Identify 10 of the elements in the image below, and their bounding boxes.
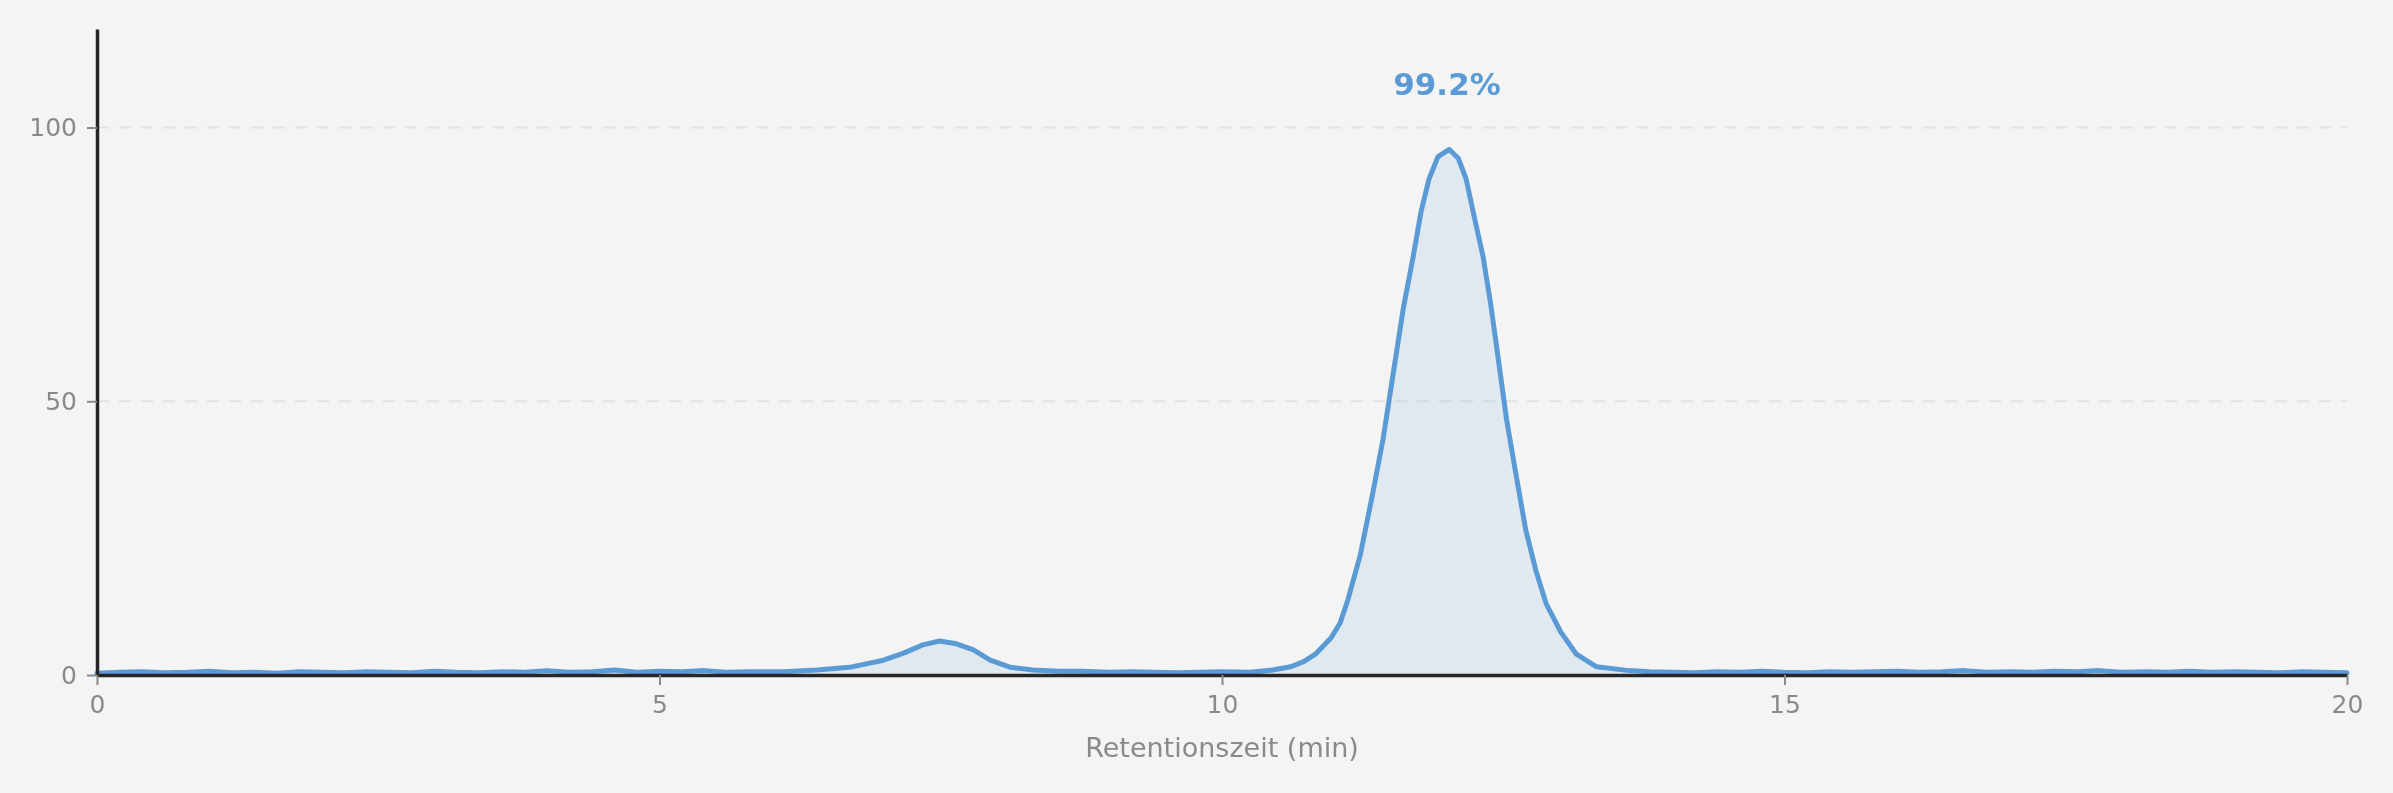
x-tick-label: 15 [1769,689,1801,719]
x-tick-label: 0 [89,689,106,719]
x-tick-label: 5 [652,689,668,719]
x-tick-label: 10 [1206,689,1239,719]
x-tick-label: 20 [2331,689,2364,719]
annotation: 99.2% [1393,66,1501,103]
x-axis-title: Retentionszeit (min) [1085,732,1359,763]
y-tick-label: 100 [29,113,77,143]
y-tick-label: 0 [61,660,77,690]
y-tick-label: 50 [45,386,77,416]
